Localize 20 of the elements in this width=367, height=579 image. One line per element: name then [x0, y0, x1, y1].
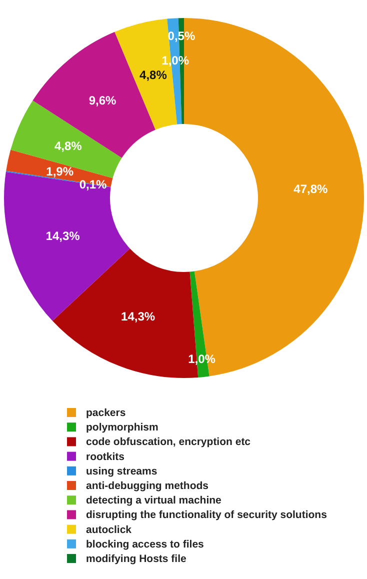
legend-label: detecting a virtual machine	[86, 494, 222, 507]
data-label: 47,8%	[294, 182, 328, 196]
legend-label: using streams	[86, 465, 158, 478]
data-label: 4,8%	[140, 68, 168, 82]
legend-label: autoclick	[86, 524, 132, 536]
legend-label: packers	[86, 407, 126, 419]
data-label: 1,9%	[46, 164, 74, 178]
legend-label: polymorphism	[86, 422, 158, 434]
legend-label: code obfuscation, encryption etc	[86, 436, 251, 448]
data-label: 1,0%	[188, 352, 216, 366]
data-label: 0,5%	[168, 29, 196, 44]
data-label: 9,6%	[88, 94, 117, 108]
legend-label: disrupting the functionality of security solutions	[86, 509, 328, 522]
legend-label: blocking access to files	[86, 538, 204, 550]
data-label: 14,3%	[121, 309, 156, 324]
data-label: 4,8%	[54, 138, 82, 153]
legend-label: rootkits	[86, 450, 125, 463]
legend-label: modifying Hosts file	[86, 553, 186, 565]
data-label: 14,3%	[46, 228, 80, 243]
legend-label: anti-debugging methods	[86, 480, 209, 492]
